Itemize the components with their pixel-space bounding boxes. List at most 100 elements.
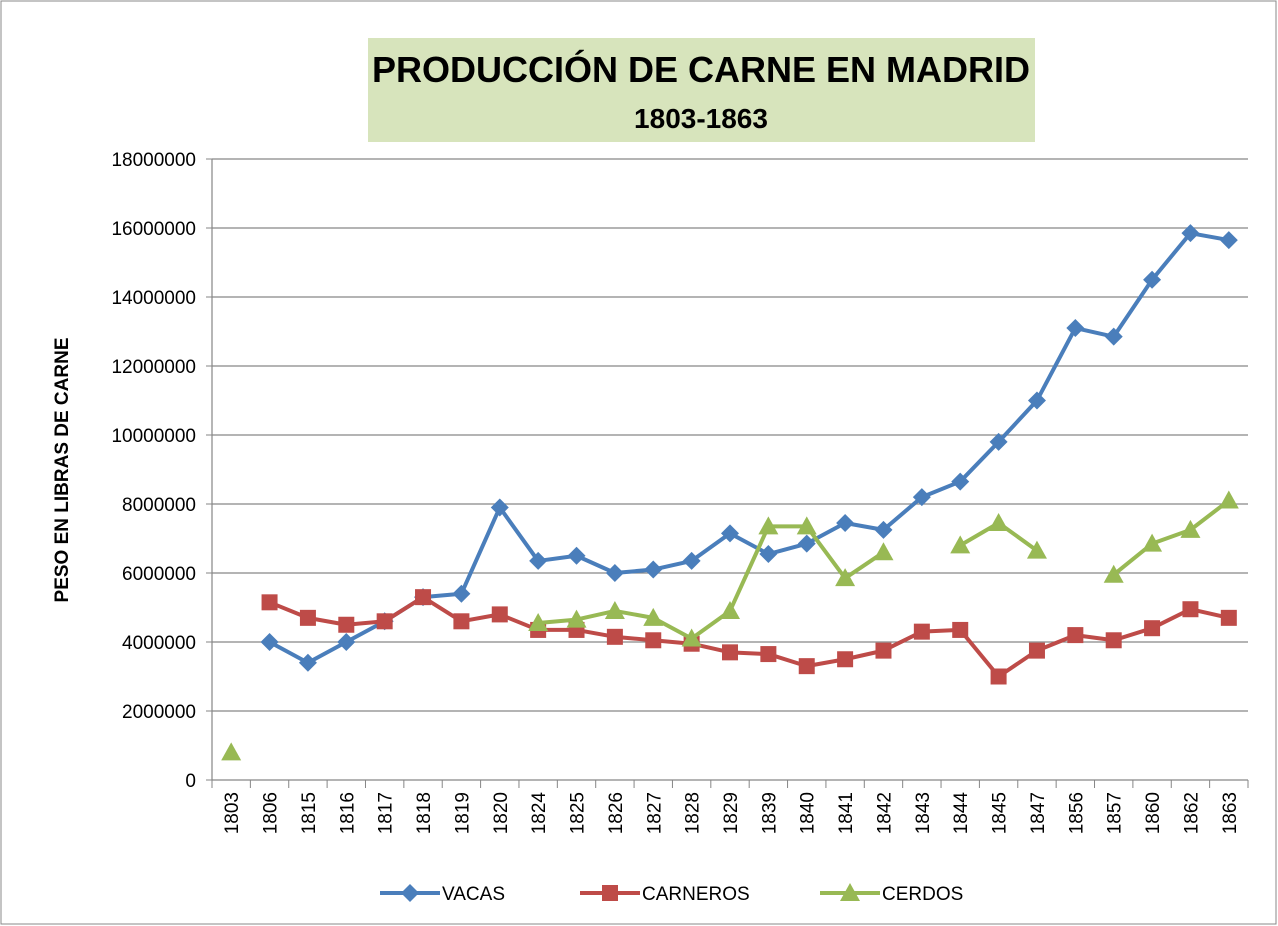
marker: [758, 516, 779, 535]
marker: [990, 668, 1007, 685]
x-tick-label: 1862: [1181, 792, 1202, 834]
x-tick-label: 1857: [1105, 792, 1126, 834]
x-tick-label: 1847: [1028, 792, 1049, 834]
legend-marker: [840, 883, 860, 901]
marker: [681, 628, 702, 647]
x-tick-label: 1827: [644, 792, 665, 834]
y-axis-label: PESO EN LIBRAS DE CARNE: [52, 338, 73, 603]
chart-title: PRODUCCIÓN DE CARNE EN MADRID: [372, 48, 1030, 90]
marker: [952, 621, 969, 638]
marker: [566, 609, 587, 628]
marker: [1144, 620, 1161, 637]
marker: [874, 520, 893, 539]
marker: [1182, 601, 1199, 618]
marker: [376, 613, 393, 630]
x-tick-label: 1841: [836, 792, 857, 834]
x-tick-label: 1803: [222, 792, 243, 834]
x-tick-label: 1842: [874, 792, 895, 834]
x-tick-label: 1819: [452, 792, 473, 834]
x-tick-label: 1825: [568, 792, 589, 834]
x-tick-label: 1845: [990, 792, 1011, 834]
x-tick-label: 1818: [414, 792, 435, 834]
marker: [1103, 564, 1124, 583]
marker: [1180, 519, 1201, 538]
marker: [1142, 533, 1163, 552]
x-tick-label: 1829: [721, 792, 742, 834]
marker: [759, 545, 778, 564]
marker: [604, 600, 625, 619]
marker: [1219, 231, 1238, 250]
marker: [1181, 224, 1200, 243]
marker: [873, 542, 894, 561]
marker: [261, 594, 278, 611]
x-tick-label: 1839: [759, 792, 780, 834]
marker: [1028, 642, 1045, 659]
marker: [913, 623, 930, 640]
marker: [682, 551, 701, 570]
legend-marker: [602, 885, 618, 901]
y-tick-label: 16000000: [111, 219, 196, 240]
marker: [643, 607, 664, 626]
x-tick-label: 1843: [913, 792, 934, 834]
legend-label: VACAS: [442, 884, 505, 905]
y-tick-label: 18000000: [111, 150, 196, 171]
marker: [1027, 391, 1046, 410]
marker: [567, 546, 586, 565]
marker: [1066, 319, 1085, 338]
marker: [529, 551, 548, 570]
x-tick-label: 1863: [1220, 792, 1241, 834]
x-tick-label: 1840: [798, 792, 819, 834]
marker: [797, 534, 816, 553]
marker: [337, 633, 356, 651]
x-tick-label: 1826: [606, 792, 627, 834]
marker: [988, 512, 1009, 531]
x-tick-label: 1856: [1066, 792, 1087, 834]
x-tick-label: 1844: [951, 792, 972, 835]
y-tick-label: 14000000: [111, 288, 196, 309]
marker: [260, 633, 279, 651]
marker: [837, 651, 854, 668]
marker: [720, 600, 740, 619]
marker: [453, 613, 470, 630]
marker: [298, 653, 317, 672]
x-tick-label: 1816: [337, 792, 358, 834]
y-tick-label: 6000000: [122, 564, 196, 585]
x-tick-label: 1824: [529, 792, 550, 835]
marker: [452, 584, 471, 603]
marker: [644, 560, 663, 579]
marker: [1143, 270, 1162, 289]
marker: [1104, 327, 1123, 346]
marker: [490, 498, 509, 517]
marker: [989, 432, 1008, 451]
marker: [722, 644, 738, 661]
chart-subtitle: 1803-1863: [634, 103, 768, 134]
x-tick-label: 1820: [491, 792, 512, 834]
legend-label: CARNEROS: [642, 884, 750, 905]
marker: [1220, 609, 1237, 626]
marker: [951, 472, 970, 491]
marker: [798, 658, 815, 675]
marker: [835, 568, 856, 587]
marker: [796, 516, 817, 535]
marker: [606, 628, 623, 645]
marker: [605, 564, 624, 582]
y-tick-label: 10000000: [111, 426, 196, 447]
legend-label: CERDOS: [882, 884, 963, 905]
x-tick-label: 1828: [683, 792, 704, 834]
marker: [1218, 490, 1239, 509]
marker: [912, 488, 931, 507]
x-tick-label: 1806: [261, 792, 282, 834]
marker: [528, 613, 549, 632]
y-tick-label: 8000000: [122, 495, 196, 516]
marker: [1067, 627, 1084, 644]
marker: [221, 742, 242, 761]
y-tick-label: 4000000: [122, 633, 196, 654]
legend-marker: [401, 884, 419, 902]
marker: [415, 589, 432, 606]
marker: [338, 616, 355, 633]
x-tick-label: 1817: [376, 792, 397, 834]
title-box: [368, 38, 1035, 142]
marker: [491, 606, 508, 623]
